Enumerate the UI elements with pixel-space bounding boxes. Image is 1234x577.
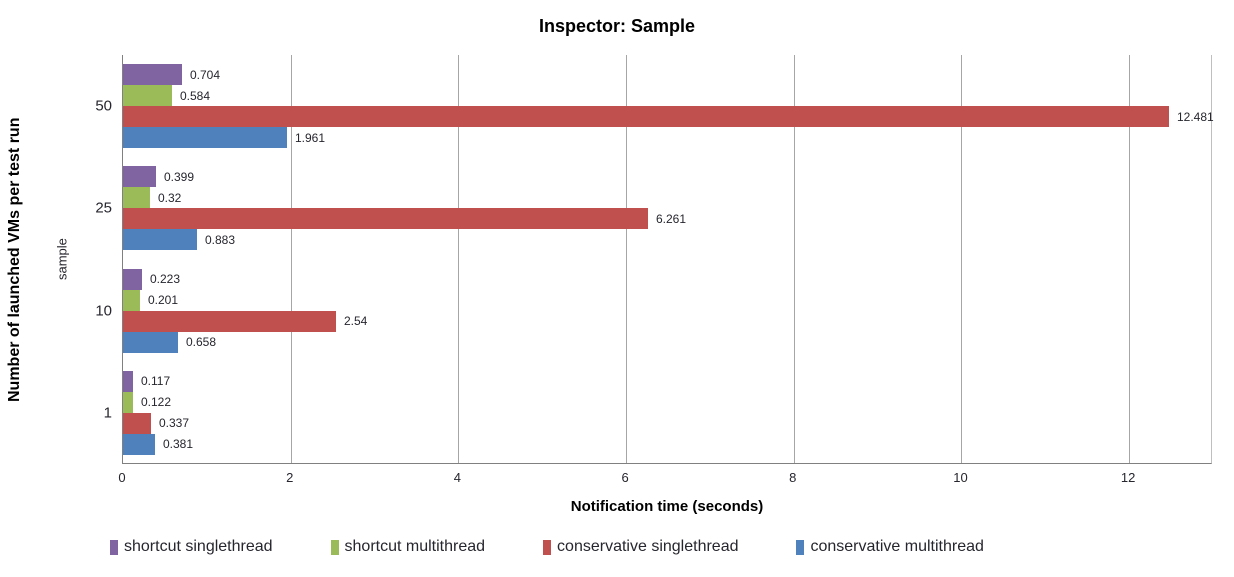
value-label: 0.117	[141, 374, 171, 388]
value-label: 0.883	[205, 233, 236, 247]
gridline	[458, 55, 459, 463]
value-label: 0.658	[186, 335, 217, 349]
legend-marker-icon	[330, 539, 339, 555]
x-tick-label: 2	[286, 470, 294, 485]
bar-conservative-multithread	[123, 434, 155, 455]
legend-item: conservative multithread	[796, 538, 984, 556]
bar-shortcut-singlethread	[123, 269, 142, 290]
x-tick-label: 0	[118, 470, 126, 485]
bar-conservative-multithread	[123, 127, 287, 148]
value-label: 0.381	[163, 437, 194, 451]
bar-conservative-singlethread	[123, 311, 336, 332]
value-label: 1.961	[295, 131, 326, 145]
legend-item: shortcut singlethread	[110, 538, 273, 556]
gridline	[794, 55, 795, 463]
y-axis-secondary-title: sample	[54, 238, 70, 281]
value-label: 0.704	[190, 68, 221, 82]
legend-label: shortcut singlethread	[124, 538, 273, 555]
legend-label: conservative singlethread	[557, 538, 739, 555]
value-label: 12.481	[1177, 110, 1214, 124]
x-tick-label: 6	[621, 470, 629, 485]
legend-marker-icon	[543, 539, 552, 555]
value-label: 6.261	[656, 212, 687, 226]
value-label: 0.122	[141, 395, 172, 409]
bar-shortcut-singlethread	[123, 64, 182, 85]
bar-conservative-singlethread	[123, 208, 648, 229]
bar-conservative-multithread	[123, 332, 178, 353]
value-label: 0.201	[148, 293, 179, 307]
legend-marker-icon	[110, 539, 118, 555]
legend-label: shortcut multithread	[344, 538, 486, 555]
legend: shortcut singlethread shortcut multithrea…	[110, 538, 1234, 556]
value-label: 0.337	[159, 416, 190, 430]
bar-conservative-multithread	[123, 229, 197, 250]
value-label: 0.399	[164, 170, 195, 184]
x-axis-title: Notification time (seconds)	[570, 498, 764, 515]
value-label: 0.584	[180, 89, 211, 103]
bar-conservative-singlethread	[123, 413, 151, 434]
category-label: 50	[95, 97, 112, 115]
category-label: 25	[95, 199, 112, 217]
chart-title: Inspector: Sample	[538, 16, 696, 36]
x-tick-label: 12	[1120, 470, 1136, 485]
bar-shortcut-multithread	[123, 85, 172, 106]
x-tick-label: 4	[453, 470, 461, 485]
value-label: 0.32	[158, 191, 182, 205]
value-label: 0.223	[150, 272, 181, 286]
bar-conservative-singlethread	[123, 106, 1169, 127]
gridline	[291, 55, 292, 463]
bar-shortcut-singlethread	[123, 166, 156, 187]
x-tick-label: 8	[789, 470, 797, 485]
value-label: 2.54	[344, 314, 368, 328]
category-label: 10	[95, 302, 112, 320]
gridline	[1129, 55, 1130, 463]
bar-shortcut-singlethread	[123, 371, 133, 392]
legend-item: shortcut multithread	[330, 538, 486, 556]
legend-item: conservative singlethread	[543, 538, 738, 556]
category-label: 1	[103, 404, 112, 422]
bar-shortcut-multithread	[123, 187, 150, 208]
gridline	[961, 55, 962, 463]
y-axis-title: Number of launched VMs per test run	[6, 117, 23, 402]
legend-marker-icon	[796, 539, 805, 555]
bar-shortcut-multithread	[123, 392, 133, 413]
gridline	[626, 55, 627, 463]
x-tick-label: 10	[953, 470, 968, 485]
plot-area: 0.704 0.584 12.481 1.961 0.399 0.32 6.261 0.883…	[122, 55, 1214, 464]
bar-shortcut-multithread	[123, 290, 140, 311]
legend-label: conservative multithread	[810, 538, 984, 555]
